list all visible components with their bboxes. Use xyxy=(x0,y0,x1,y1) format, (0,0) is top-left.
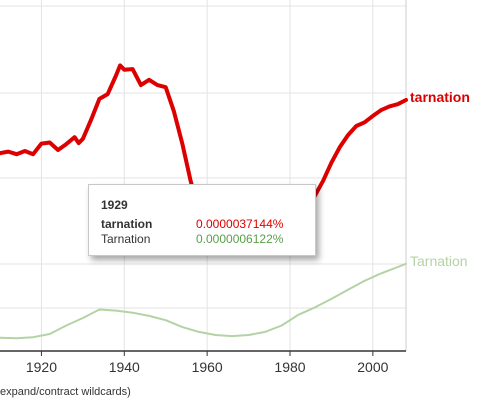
x-tick-label: 1920 xyxy=(26,359,57,375)
x-tick-label: 1960 xyxy=(192,359,223,375)
x-tick-label: 1940 xyxy=(109,359,140,375)
x-tick-label: 1980 xyxy=(274,359,305,375)
x-tick-label: 2000 xyxy=(357,359,388,375)
tooltip-year: 1929 xyxy=(101,198,128,212)
footer-hint: expand/contract wildcards) xyxy=(0,386,131,398)
hover-tooltip: 1929 tarnation 0.0000037144% Tarnation 0… xyxy=(88,184,316,256)
tooltip-series-value: 0.0000037144% xyxy=(196,217,284,231)
tooltip-series-value: 0.0000006122% xyxy=(196,232,284,246)
series-label-tarnation: tarnation xyxy=(410,89,470,105)
series-line-Tarnation xyxy=(0,262,407,340)
tooltip-series-name: tarnation xyxy=(101,217,153,231)
tooltip-series-name: Tarnation xyxy=(101,232,151,246)
series-label-Tarnation: Tarnation xyxy=(410,253,468,269)
